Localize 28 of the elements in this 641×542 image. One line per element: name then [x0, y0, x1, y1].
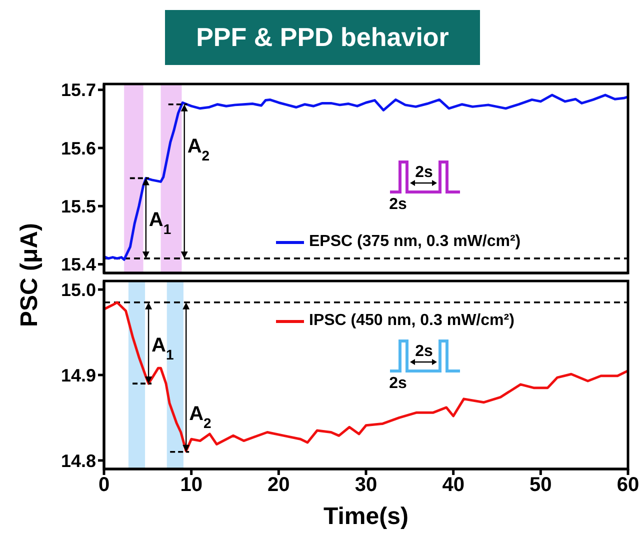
y-tick-label: 15.6 — [60, 138, 96, 158]
y-tick-label: 14.8 — [60, 450, 96, 471]
y-tick-label: 15.7 — [60, 80, 96, 100]
x-tick-label: 30 — [354, 474, 378, 496]
x-tick-label: 10 — [180, 474, 202, 496]
legend-label: IPSC (450 nm, 0.3 mW/cm²) — [309, 312, 514, 330]
annotation: A$_{1}$ — [152, 334, 174, 363]
y-tick-label: 15.5 — [60, 196, 96, 217]
annotation: 2s — [415, 343, 433, 360]
annotation: A$_{2}$ — [187, 135, 210, 164]
x-tick-label: 50 — [530, 474, 552, 496]
x-tick-label: 40 — [442, 474, 464, 496]
annotation: A$_{2}$ — [189, 402, 212, 431]
y-axis-title: PSC (μA) — [15, 222, 44, 330]
x-axis-title: Time(s) — [322, 503, 410, 531]
line-series — [104, 301, 628, 452]
chart-title: PPF & PPD behavior — [165, 10, 480, 65]
x-tick-label: 20 — [268, 474, 290, 496]
legend-label: EPSC (375 nm, 0.3 mW/cm²) — [309, 233, 521, 251]
annotation: A$_{1}$ — [148, 209, 172, 238]
y-tick-label: 14.9 — [60, 365, 96, 386]
y-tick-label: 15.0 — [60, 280, 96, 300]
x-tick-label: 0 — [98, 474, 110, 496]
annotation: 2s — [389, 375, 407, 392]
y-tick-label: 15.4 — [60, 254, 96, 275]
x-tick-label: 60 — [616, 474, 640, 496]
annotation: 2s — [389, 196, 407, 213]
annotation: 2s — [415, 164, 433, 181]
